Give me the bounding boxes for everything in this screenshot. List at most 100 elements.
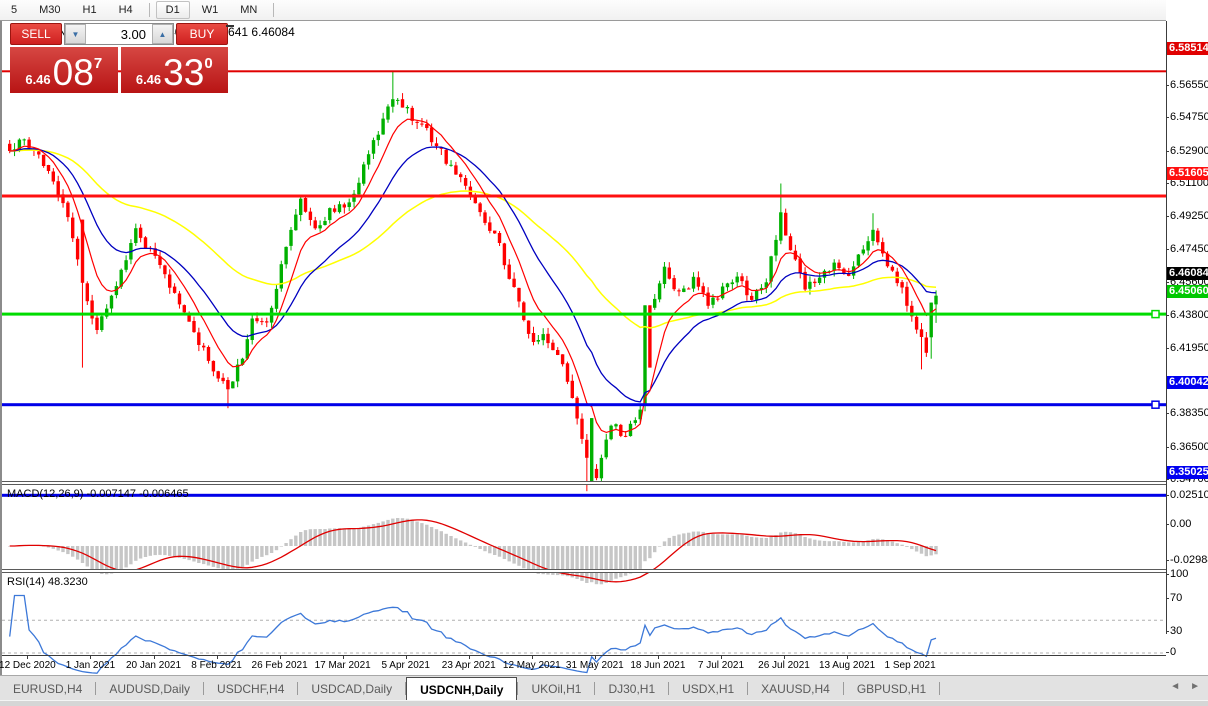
axis-tick-mark [1166,348,1169,349]
macd-label: MACD(12,26,9) -0.007147 -0.006465 [7,488,189,500]
axis-tick-label: 0.00 [1166,518,1191,530]
chevron-down-icon: ▼ [71,29,80,39]
date-tick-label: 1 Sep 2021 [884,660,936,671]
timeframe-button-D1[interactable]: D1 [155,1,190,19]
tab-scroll-left-icon[interactable]: ◄ [1170,681,1181,692]
date-tick-mark [216,656,218,659]
date-tick-mark [847,656,849,659]
date-tick-mark [910,656,912,659]
date-tick-mark [720,656,722,659]
axis-price-badge: 6.45060 [1166,285,1208,298]
axis-tick-mark [1166,151,1169,152]
timeframe-button-W1[interactable]: W1 [201,4,219,16]
volume-stepper: ▼ 3.00 ▲ [64,23,174,45]
axis-price-badge: 6.40042 [1166,376,1208,389]
tab-scroll-right-icon[interactable]: ► [1190,681,1200,692]
tab-separator [517,682,519,695]
axis-tick-mark [1166,183,1169,184]
status-strip [0,700,1208,706]
axis-tick-mark [1166,495,1169,496]
axis-tick-mark [1166,479,1169,480]
date-tick-label: 31 May 2021 [565,660,624,671]
volume-value[interactable]: 3.00 [120,26,146,42]
chart-tab-bar: EURUSD,H4 AUDUSD,Daily USDCHF,H4 USDCAD,Dai… [0,675,1208,701]
axis-tick-label: 30 [1166,625,1182,637]
axis-tick-label: 6.56550 [1166,79,1208,91]
chart-tab-eurusdh4[interactable]: EURUSD,H4 [13,681,83,696]
date-tick-mark [784,656,785,659]
axis-tick-mark [1166,447,1169,448]
tab-scroll-controls: ◄ ► [1170,681,1200,692]
tab-separator [842,682,844,695]
timeframe-button-5[interactable]: 5 [11,4,18,16]
buy-button[interactable]: BUY [176,23,228,45]
axis-tick-mark [1166,560,1169,561]
panel-separator[interactable] [2,569,1168,573]
chart-tab-ukoilh1[interactable]: UKOil,H1 [531,681,582,696]
price-chart-canvas[interactable] [2,63,1168,503]
date-tick-label: 23 Apr 2021 [441,660,496,671]
tab-separator [939,682,941,695]
axis-tick-label: 6.38350 [1166,407,1208,419]
date-tick-mark [594,656,596,659]
axis-tick-label: 0 [1166,646,1176,658]
timeframe-button-H4[interactable]: H4 [118,4,133,16]
chart-tab-usdcnhdaily[interactable]: USDCNH,Daily [406,677,518,701]
rsi-indicator-canvas[interactable] [2,594,1168,676]
sell-price-base: 6.46 [25,72,51,87]
sell-button[interactable]: SELL [10,23,62,45]
axis-tick-mark [1166,574,1169,575]
macd-indicator-canvas[interactable] [2,506,1168,591]
chart-window: ▲ USDCNH,Daily 6.45836 6.46248 6.45641 6… [0,21,1208,676]
chart-tab-gbpusdh1[interactable]: GBPUSD,H1 [856,681,927,696]
date-tick-label: 12 May 2021 [502,660,561,671]
axis-tick-mark [1166,598,1169,599]
axis-tick-label: 6.52900 [1166,145,1208,157]
chart-tab-xauusdh4[interactable]: XAUUSD,H4 [761,681,830,696]
tab-separator [405,682,407,695]
axis-tick-mark [1166,85,1169,86]
one-click-trading-panel: SELL ▼ 3.00 ▲ BUY 6.46 08 7 6.46 33 0 [10,23,234,95]
chart-tab-audusddaily[interactable]: AUDUSD,Daily [109,681,191,696]
chart-tab-dj30h1[interactable]: DJ30,H1 [608,681,656,696]
axis-border-line [1166,21,1167,634]
axis-tick-mark [1166,216,1169,217]
chart-tab-usdchfh4[interactable]: USDCHF,H4 [217,681,285,696]
buy-price-box[interactable]: 6.46 33 0 [120,47,228,93]
axis-tick-label: 6.47450 [1166,243,1208,255]
volume-decrease-button[interactable]: ▼ [65,24,86,44]
axis-price-badge: 6.58514 [1166,42,1208,55]
date-tick-label: 20 Jan 2021 [125,660,182,671]
axis-tick-label: 6.36500 [1166,441,1208,453]
axis-tick-mark [1166,315,1169,316]
buy-price-big: 33 [163,52,205,93]
sell-price-box[interactable]: 6.46 08 7 [10,47,118,93]
date-tick-mark [153,656,155,659]
sell-price-big: 08 [52,52,94,93]
date-tick-label: 26 Feb 2021 [251,660,308,671]
date-tick-label: 18 Jun 2021 [630,660,686,671]
axis-tick-label: -0.029883 [1166,554,1208,566]
volume-increase-button[interactable]: ▲ [152,24,173,44]
timeframe-button-H1[interactable]: H1 [82,4,97,16]
timeframe-button-M30[interactable]: M30 [39,4,61,16]
date-tick-label: 13 Aug 2021 [818,660,876,671]
rsi-label: RSI(14) 48.3230 [7,576,88,588]
panel-collapse-dash-icon[interactable] [226,25,234,27]
date-tick-mark [657,656,659,659]
chevron-up-icon: ▲ [158,29,167,39]
axis-tick-label: 70 [1166,592,1182,604]
axis-tick-label: 6.41950 [1166,342,1208,354]
chart-tab-usdxh1[interactable]: USDX,H1 [682,681,735,696]
axis-tick-mark [1166,413,1169,414]
timeframe-button-MN[interactable]: MN [240,4,258,16]
date-tick-mark [468,656,470,659]
axis-tick-label: 100 [1166,568,1188,580]
tab-separator [95,682,97,695]
timeframe-toolbar: 5 M30 H1 H4 D1 W1 MN [0,0,1208,21]
date-tick-label: 1 Jan 2021 [65,660,116,671]
chart-tab-usdcaddaily[interactable]: USDCAD,Daily [311,681,393,696]
price-axis-column: 6.56550 6.54750 6.52900 6.51100 6.49250 6.474… [1166,0,1208,685]
panel-separator[interactable] [2,481,1168,485]
axis-tick-label: 6.51100 [1166,177,1208,189]
